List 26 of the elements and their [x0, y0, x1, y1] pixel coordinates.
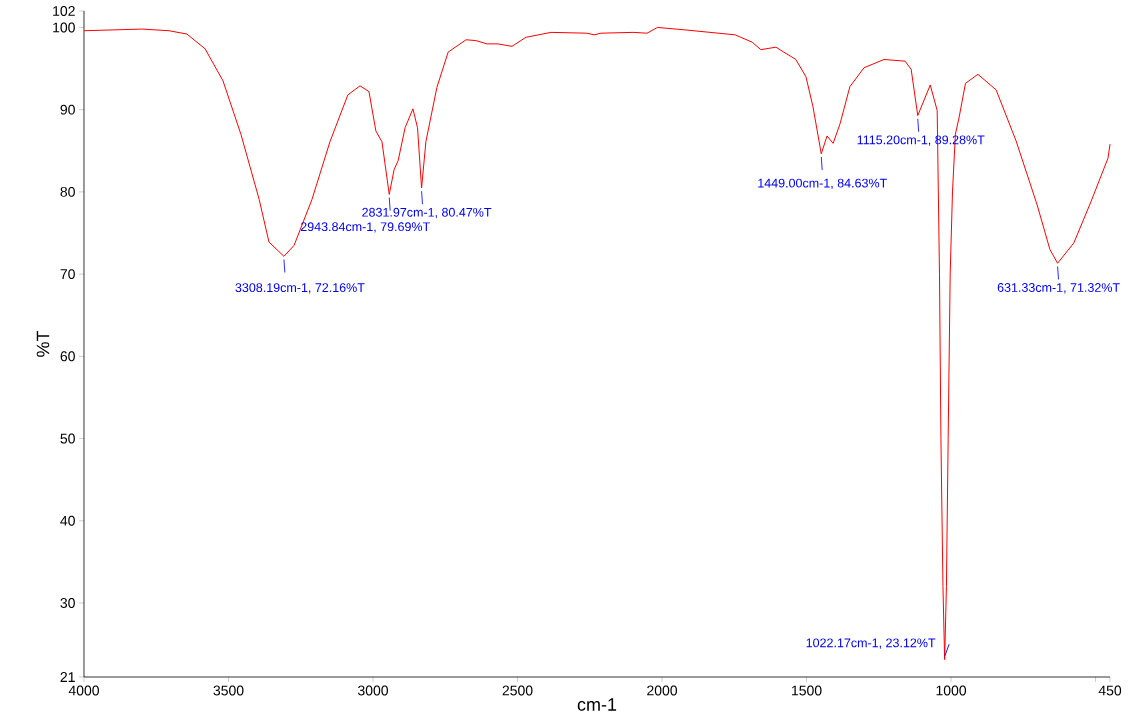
x-tick-label: 2500 [502, 685, 533, 696]
y-tick-label: 60 [60, 351, 75, 362]
x-axis-title: cm-1 [577, 698, 617, 711]
y-tick-label: 50 [60, 433, 75, 444]
annotation: 2943.84cm-1, 79.69%T [300, 222, 430, 233]
annotation: 1449.00cm-1, 84.63%T [758, 178, 887, 189]
y-tick-label: 102 [53, 6, 75, 16]
x-tick-label: 3000 [357, 685, 389, 696]
y-tick-label: 70 [60, 269, 75, 280]
y-tick-label: 90 [60, 104, 75, 115]
y-tick-label: 30 [60, 598, 75, 608]
x-tick-label: 1000 [936, 685, 967, 696]
annotation: 1022.17cm-1, 23.12%T [806, 638, 936, 649]
y-tick-label: 21 [60, 672, 75, 682]
x-tick-label: 3500 [213, 685, 244, 696]
y-tick-label: 80 [60, 186, 75, 197]
annotation: 2831.97cm-1, 80.47%T [362, 207, 492, 219]
y-tick-label: 40 [60, 515, 75, 526]
y-tick-label: 100 [53, 22, 75, 33]
y-axis-title: %T [36, 330, 50, 357]
annotation: 631.33cm-1, 71.32%T [997, 283, 1120, 294]
x-tick-label: 450 [1098, 685, 1122, 696]
annotation: 3308.19cm-1, 72.16%T [235, 283, 365, 294]
x-tick-label: 4000 [68, 685, 99, 696]
x-tick-label: 1500 [792, 685, 822, 696]
x-tick-label: 2000 [647, 685, 678, 696]
